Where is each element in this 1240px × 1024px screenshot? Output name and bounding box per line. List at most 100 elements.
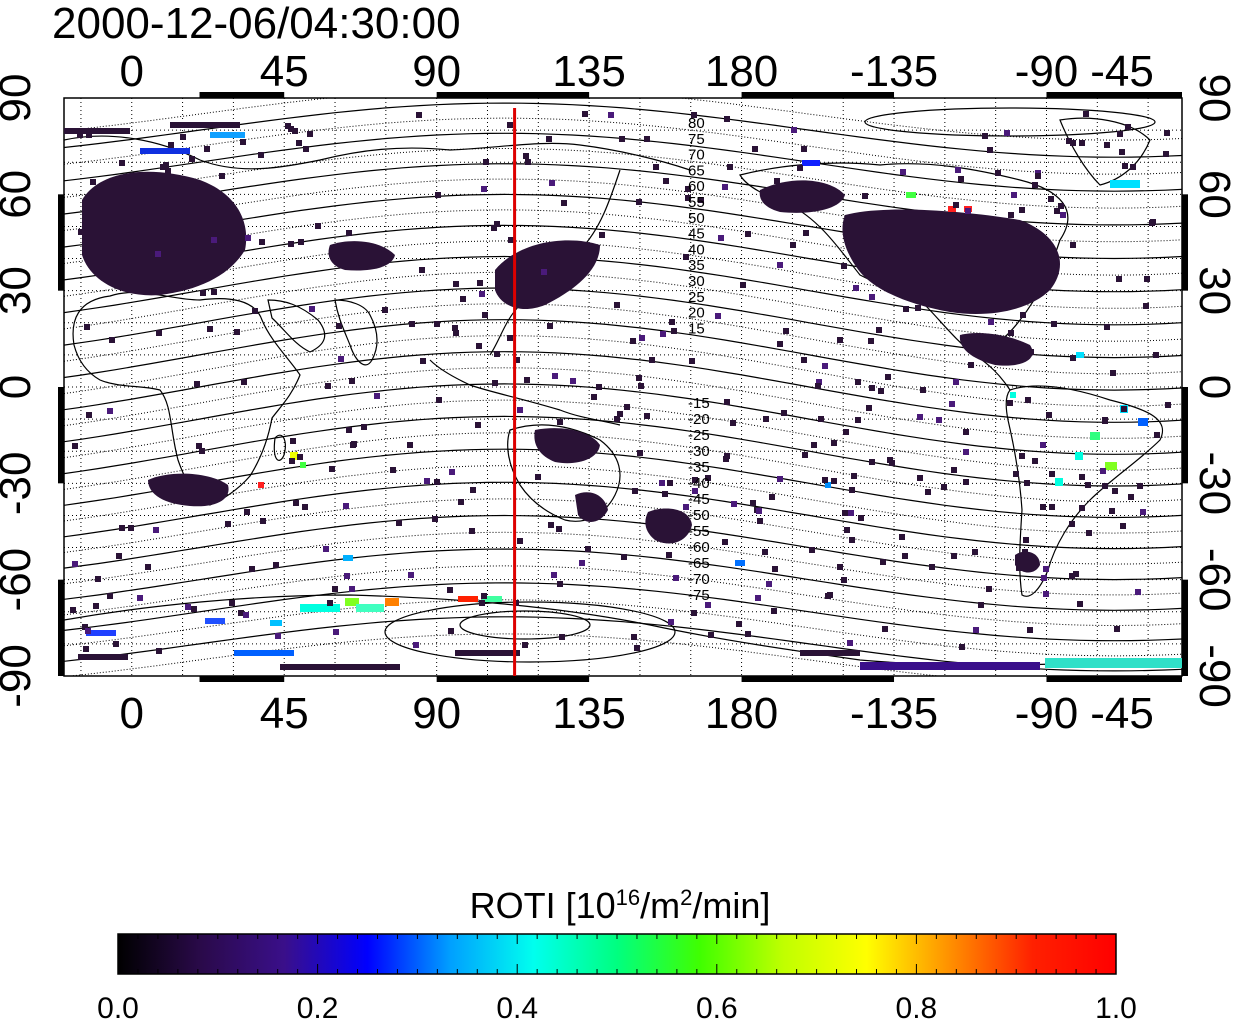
bottom-tick-label: 135 <box>552 689 625 738</box>
colorbar-tick-label: 0.4 <box>496 992 538 1024</box>
roti-pixel <box>929 564 935 570</box>
right-tick-label: 60 <box>1190 170 1239 219</box>
roti-pixel <box>522 642 528 648</box>
timestamp-title: 2000-12-06/04:30:00 <box>52 0 461 48</box>
right-axis-segment <box>1182 579 1188 676</box>
roti-pixel <box>1073 571 1079 577</box>
roti-pixel <box>649 357 655 363</box>
roti-pixel <box>285 123 291 129</box>
roti-pixel <box>244 509 250 515</box>
roti-pixel <box>955 167 961 173</box>
roti-pixel <box>965 208 971 214</box>
roti-pixel <box>479 600 485 606</box>
left-tick-label: 30 <box>0 266 40 315</box>
roti-pixel <box>658 529 664 535</box>
roti-pixel <box>126 255 132 261</box>
south-pole-contour-inner <box>459 610 591 640</box>
roti-pixel <box>691 112 697 118</box>
top-tick-label: 135 <box>552 47 625 96</box>
roti-pixel <box>899 534 905 540</box>
roti-pixel <box>1008 212 1014 218</box>
roti-pixel <box>1164 130 1170 136</box>
roti-pixel <box>111 183 117 189</box>
contour-label-north: 15 <box>688 320 705 337</box>
roti-pixel <box>1066 138 1072 144</box>
roti-pixel <box>880 559 886 565</box>
roti-pixel <box>1119 149 1125 155</box>
roti-pixel <box>847 640 853 646</box>
roti-pixel <box>1025 397 1031 403</box>
roti-pixel <box>837 337 843 343</box>
roti-pixel <box>1024 480 1030 486</box>
roti-pixel <box>849 487 855 493</box>
roti-pixel <box>390 467 396 473</box>
top-tick-label: 180 <box>705 47 778 96</box>
roti-pixel <box>413 642 419 648</box>
contour-label-north: 80 <box>688 115 705 132</box>
roti-pixel <box>608 112 614 118</box>
roti-pixel <box>636 199 642 205</box>
roti-pixel <box>72 443 78 449</box>
roti-pixel <box>1070 355 1076 361</box>
roti-pixel <box>297 454 303 460</box>
roti-pixel <box>234 329 240 335</box>
roti-pixel <box>479 291 485 297</box>
roti-pixel <box>1150 219 1156 225</box>
roti-pixel <box>288 241 294 247</box>
right-axis-segment <box>1182 387 1188 484</box>
roti-pixel <box>194 381 200 387</box>
roti-pixel <box>769 494 775 500</box>
roti-pixel <box>332 586 338 592</box>
roti-pixel <box>582 111 588 117</box>
roti-pixel <box>848 510 854 516</box>
roti-pixel <box>259 239 265 245</box>
roti-scatter-pixels <box>70 111 1171 654</box>
south-pole-contour-outer <box>384 601 676 663</box>
roti-pixel <box>599 232 605 238</box>
roti-pixel <box>1153 352 1159 358</box>
bottom-axis-segment <box>436 676 590 682</box>
roti-pixel <box>750 500 756 506</box>
contour-line <box>64 582 1182 642</box>
roti-pixel <box>903 306 909 312</box>
roti-pixel <box>361 424 367 430</box>
roti-pixel <box>153 527 159 533</box>
contour-label-north: 45 <box>688 226 705 243</box>
roti-pixel <box>885 374 891 380</box>
roti-pixel <box>134 258 140 264</box>
contour-label-south: -35 <box>688 459 710 476</box>
roti-pixel <box>797 165 803 171</box>
roti-pixel <box>289 458 295 464</box>
roti-pixel <box>631 634 637 640</box>
roti-pixel <box>309 306 315 312</box>
roti-pixel <box>745 631 751 637</box>
roti-pixel <box>724 399 730 405</box>
roti-pixel <box>77 132 83 138</box>
roti-pixel <box>692 477 698 483</box>
roti-pixel <box>292 128 298 134</box>
contour-label-south: -50 <box>688 507 710 524</box>
roti-pixel <box>453 330 459 336</box>
contour-label-south: -15 <box>688 395 710 412</box>
roti-pixel <box>963 429 969 435</box>
roti-pixel <box>882 626 888 632</box>
roti-pixel <box>637 450 643 456</box>
roti-pixel <box>634 645 640 651</box>
roti-pixel <box>155 251 161 257</box>
roti-pixel <box>204 220 210 226</box>
roti-pixel <box>85 628 91 634</box>
roti-pixel <box>1116 276 1122 282</box>
right-axis-segment <box>1182 194 1188 291</box>
roti-pixel <box>816 379 822 385</box>
roti-pixel <box>671 328 677 334</box>
left-tick-label: -60 <box>0 548 40 612</box>
roti-pixel <box>481 593 487 599</box>
roti-pixel <box>78 229 84 235</box>
colorbar-title-sup1: 16 <box>615 885 641 910</box>
left-tick-label: 90 <box>0 74 40 123</box>
roti-pixel <box>1008 330 1014 336</box>
roti-pixel <box>1079 140 1085 146</box>
roti-pixel <box>987 147 993 153</box>
contour-label-north: 35 <box>688 257 705 274</box>
